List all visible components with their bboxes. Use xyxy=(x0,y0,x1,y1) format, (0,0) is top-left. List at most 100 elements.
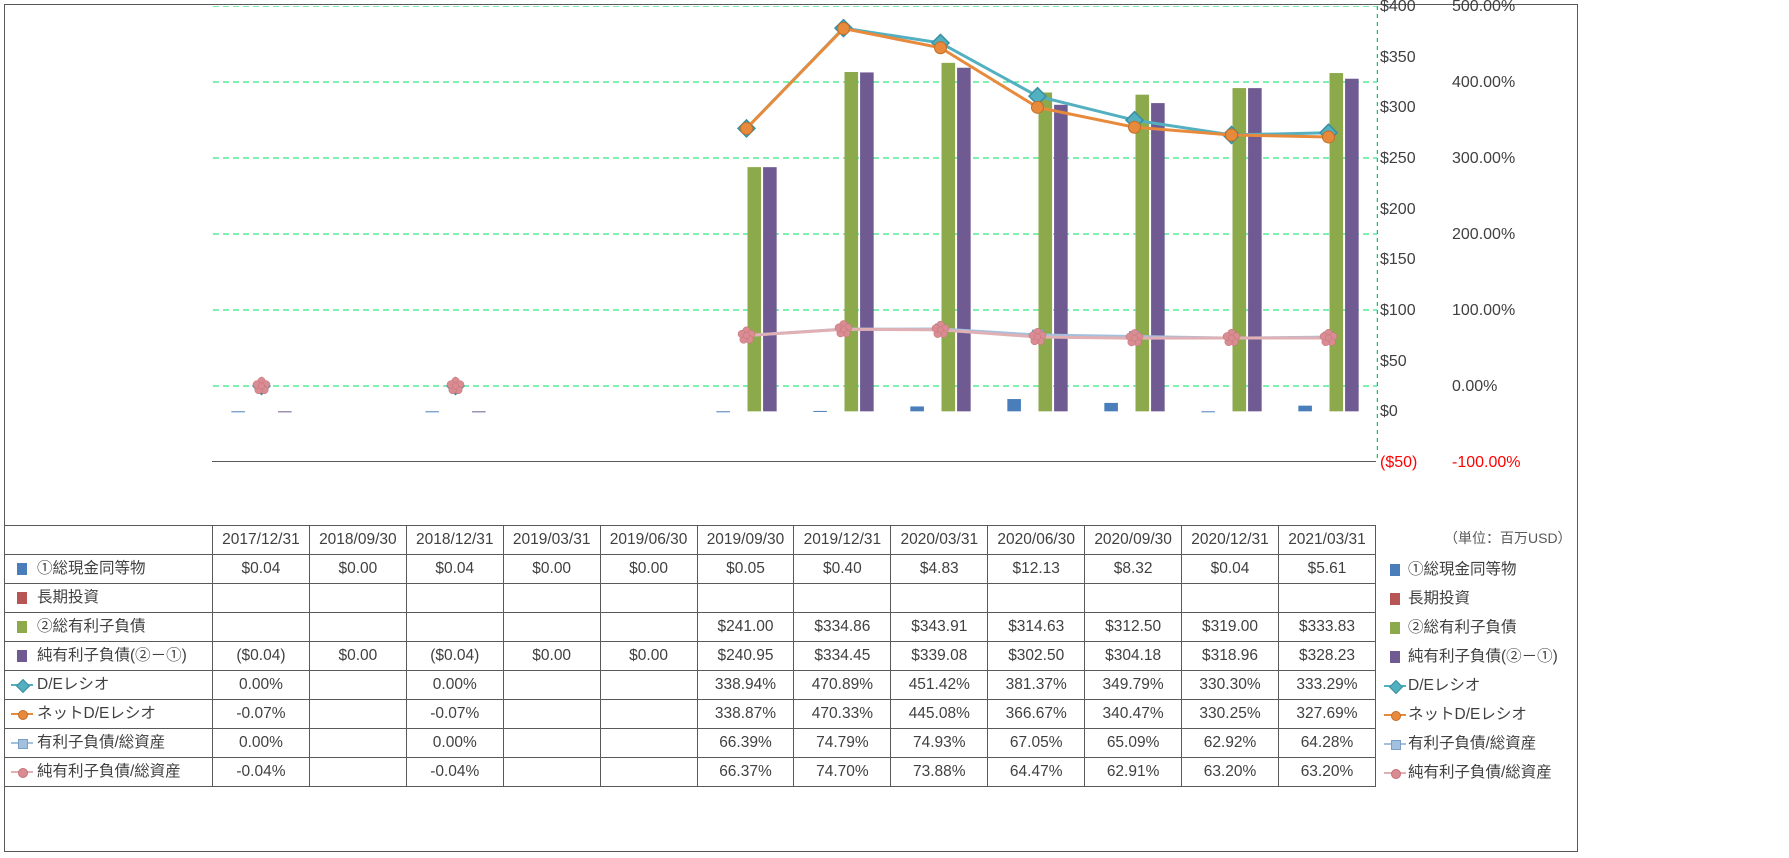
data-cell: $328.23 xyxy=(1278,642,1375,671)
data-cell: 62.91% xyxy=(1085,758,1182,787)
data-cell: $240.95 xyxy=(697,642,794,671)
axis-right-tick: 200.00% xyxy=(1452,226,1552,244)
data-cell: $0.00 xyxy=(503,555,600,584)
data-cell: 349.79% xyxy=(1085,671,1182,700)
data-cell: 74.70% xyxy=(794,758,891,787)
data-cell xyxy=(309,729,406,758)
axis-left-dollars: ($50)$0$50$100$150$200$250$300$350$400 xyxy=(1380,2,1440,532)
data-cell: $334.45 xyxy=(794,642,891,671)
period-header: 2018/09/30 xyxy=(309,526,406,555)
data-cell: $333.83 xyxy=(1278,613,1375,642)
chart-frame: ($50)$0$50$100$150$200$250$300$350$400 -… xyxy=(0,0,1789,858)
data-cell: 338.87% xyxy=(697,700,794,729)
data-cell xyxy=(600,584,697,613)
legend-item: 純有利子負債/総資産 xyxy=(1384,758,1584,787)
axis-right-tick: 100.00% xyxy=(1452,302,1552,320)
data-cell: 74.79% xyxy=(794,729,891,758)
series-label-cell: 純有利子負債/総資産 xyxy=(5,758,213,787)
data-cell: $5.61 xyxy=(1278,555,1375,584)
table-row: 長期投資 xyxy=(5,584,1376,613)
data-cell: 74.93% xyxy=(891,729,988,758)
axis-left-tick: $0 xyxy=(1380,403,1440,421)
series-label-cell: ①総現金同等物 xyxy=(5,555,213,584)
axis-left-tick: $200 xyxy=(1380,201,1440,219)
data-cell: 66.37% xyxy=(697,758,794,787)
axis-left-tick: $50 xyxy=(1380,353,1440,371)
series-label-cell: 長期投資 xyxy=(5,584,213,613)
period-header: 2019/06/30 xyxy=(600,526,697,555)
data-cell: $339.08 xyxy=(891,642,988,671)
legend-item: ネットD/Eレシオ xyxy=(1384,700,1584,729)
data-cell: 470.89% xyxy=(794,671,891,700)
data-cell: 0.00% xyxy=(213,671,310,700)
data-cell xyxy=(309,700,406,729)
data-cell: -0.07% xyxy=(213,700,310,729)
data-cell: $0.40 xyxy=(794,555,891,584)
data-cell xyxy=(309,671,406,700)
series-label-cell: ネットD/Eレシオ xyxy=(5,700,213,729)
data-cell: 327.69% xyxy=(1278,700,1375,729)
legend-item: D/Eレシオ xyxy=(1384,671,1584,700)
data-cell: $0.00 xyxy=(600,642,697,671)
plot-svg xyxy=(212,6,1378,462)
legend-item: ①総現金同等物 xyxy=(1384,555,1584,584)
data-cell: $0.00 xyxy=(309,642,406,671)
data-cell: 330.25% xyxy=(1182,700,1279,729)
data-cell: $0.04 xyxy=(213,555,310,584)
data-cell: $318.96 xyxy=(1182,642,1279,671)
data-cell: 67.05% xyxy=(988,729,1085,758)
table-row: 有利子負債/総資産0.00%0.00%66.39%74.79%74.93%67.… xyxy=(5,729,1376,758)
data-cell: $8.32 xyxy=(1085,555,1182,584)
data-cell: 338.94% xyxy=(697,671,794,700)
table-row: ネットD/Eレシオ-0.07%-0.07%338.87%470.33%445.0… xyxy=(5,700,1376,729)
data-cell: 63.20% xyxy=(1278,758,1375,787)
data-cell: 64.28% xyxy=(1278,729,1375,758)
data-cell xyxy=(503,758,600,787)
data-cell: $0.00 xyxy=(309,555,406,584)
data-table-element: 2017/12/312018/09/302018/12/312019/03/31… xyxy=(4,525,1376,787)
axis-right-tick: 300.00% xyxy=(1452,150,1552,168)
series-label-cell: 純有利子負債(②－①) xyxy=(5,642,213,671)
series-label-cell: D/Eレシオ xyxy=(5,671,213,700)
data-cell xyxy=(213,584,310,613)
data-cell xyxy=(600,729,697,758)
axis-left-tick: $300 xyxy=(1380,99,1440,117)
table-row: 純有利子負債/総資産-0.04%-0.04%66.37%74.70%73.88%… xyxy=(5,758,1376,787)
data-cell: ($0.04) xyxy=(406,642,503,671)
data-cell xyxy=(1085,584,1182,613)
period-header: 2019/03/31 xyxy=(503,526,600,555)
unit-label: （単位：百万USD） xyxy=(1444,528,1572,548)
data-cell xyxy=(406,613,503,642)
data-cell: 63.20% xyxy=(1182,758,1279,787)
legend-item: 純有利子負債(②－①) xyxy=(1384,642,1584,671)
data-cell: 73.88% xyxy=(891,758,988,787)
axis-left-tick: ($50) xyxy=(1380,454,1440,472)
data-cell: 64.47% xyxy=(988,758,1085,787)
period-header: 2020/03/31 xyxy=(891,526,988,555)
data-cell: 0.00% xyxy=(213,729,310,758)
data-cell xyxy=(503,671,600,700)
data-cell: $0.04 xyxy=(406,555,503,584)
period-header: 2020/06/30 xyxy=(988,526,1085,555)
axis-right-tick: 400.00% xyxy=(1452,74,1552,92)
series-label-cell: 有利子負債/総資産 xyxy=(5,729,213,758)
data-table: 2017/12/312018/09/302018/12/312019/03/31… xyxy=(4,525,1376,787)
data-cell: 62.92% xyxy=(1182,729,1279,758)
data-cell: 470.33% xyxy=(794,700,891,729)
axis-right-tick: 0.00% xyxy=(1452,378,1552,396)
data-cell: 65.09% xyxy=(1085,729,1182,758)
data-cell xyxy=(600,700,697,729)
data-cell: 366.67% xyxy=(988,700,1085,729)
data-cell xyxy=(503,729,600,758)
data-cell xyxy=(600,671,697,700)
data-cell: -0.04% xyxy=(213,758,310,787)
axis-right-percent: -100.00%0.00%100.00%200.00%300.00%400.00… xyxy=(1452,2,1552,522)
data-cell xyxy=(309,613,406,642)
data-cell: 445.08% xyxy=(891,700,988,729)
data-cell: $0.05 xyxy=(697,555,794,584)
data-cell: $241.00 xyxy=(697,613,794,642)
data-cell: $302.50 xyxy=(988,642,1085,671)
data-cell: $312.50 xyxy=(1085,613,1182,642)
data-cell: $334.86 xyxy=(794,613,891,642)
table-row: 純有利子負債(②－①)($0.04)$0.00($0.04)$0.00$0.00… xyxy=(5,642,1376,671)
